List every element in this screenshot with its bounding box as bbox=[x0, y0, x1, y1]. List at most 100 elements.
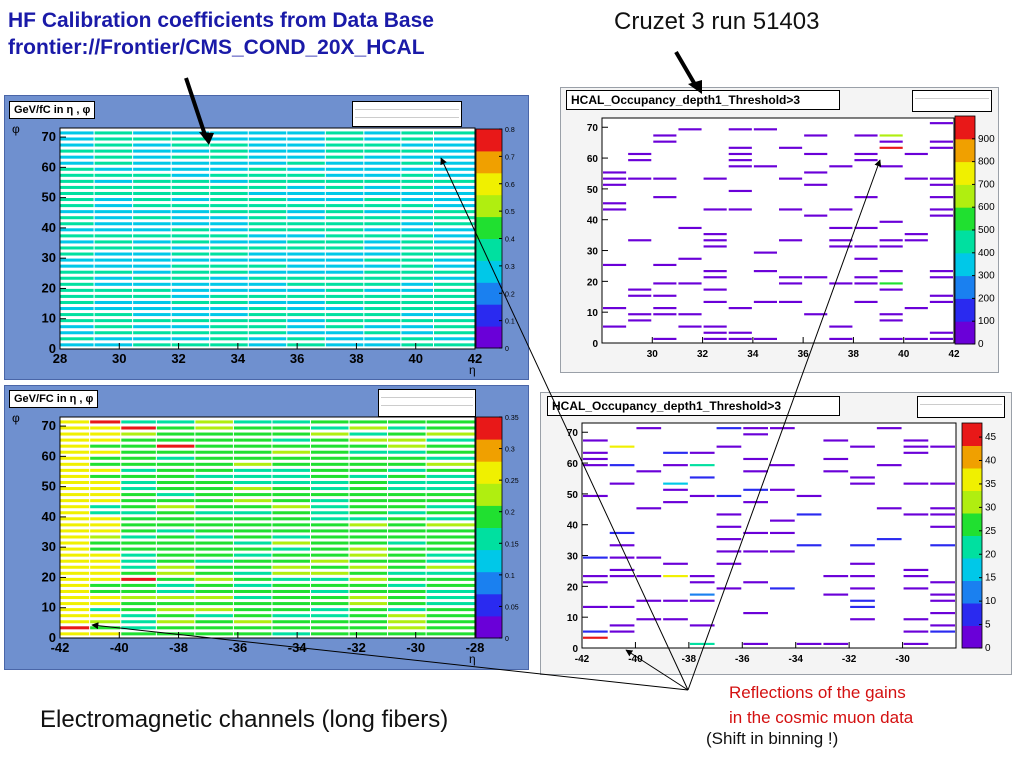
calib-negative-cell bbox=[195, 541, 233, 545]
calib-positive-cell bbox=[210, 270, 248, 274]
calib-positive-cell bbox=[364, 204, 401, 208]
calib-positive-cell bbox=[287, 313, 325, 317]
reflect-arrow-2 bbox=[687, 159, 882, 691]
calib-positive-cell bbox=[94, 288, 133, 292]
calib-negative-cell bbox=[349, 517, 388, 521]
occupancy-negative-cell bbox=[930, 525, 955, 528]
occupancy-positive-cell bbox=[753, 128, 777, 131]
occupancy-negative-frame bbox=[581, 422, 957, 649]
occupancy-negative-cell bbox=[850, 476, 875, 479]
calib-positive-cell bbox=[434, 131, 475, 135]
calib-positive-cell bbox=[210, 313, 248, 317]
calib-positive-y-tick-label: 40 bbox=[42, 220, 56, 235]
occupancy-negative-z-tick-label: 25 bbox=[985, 526, 997, 537]
occupancy-positive-z-tick-label: 0 bbox=[978, 339, 984, 350]
occupancy-positive-cell bbox=[829, 165, 853, 168]
calib-negative-cell bbox=[90, 596, 121, 600]
occupancy-positive-cell bbox=[779, 177, 803, 180]
calib-negative-cell bbox=[121, 523, 156, 527]
occupancy-positive-cell bbox=[879, 319, 903, 322]
calib-negative-cell bbox=[90, 547, 121, 551]
calib-negative-palette-bin bbox=[476, 593, 502, 606]
calib-negative-cell bbox=[121, 487, 156, 491]
calib-positive-cell bbox=[248, 131, 287, 135]
occupancy-positive-cell bbox=[753, 270, 777, 273]
calib-positive-cell bbox=[325, 179, 364, 183]
occupancy-positive-cell bbox=[603, 202, 627, 205]
calib-negative-cell bbox=[388, 577, 426, 581]
title-arrow-head bbox=[199, 132, 214, 145]
calib-positive-cell bbox=[287, 331, 325, 335]
calib-negative-cell bbox=[60, 541, 90, 545]
calib-negative-cell bbox=[233, 523, 272, 527]
calib-negative-cell bbox=[195, 589, 233, 593]
calib-negative-cell bbox=[426, 626, 475, 630]
calib-negative-cell bbox=[60, 596, 90, 600]
calib-positive-cell bbox=[60, 143, 94, 147]
calib-negative-cell bbox=[233, 529, 272, 533]
calib-positive-cell bbox=[171, 337, 210, 341]
calib-negative-cell bbox=[90, 626, 121, 630]
calib-negative-cell bbox=[195, 505, 233, 509]
occupancy-positive-cell bbox=[904, 337, 928, 340]
occupancy-negative-cell bbox=[583, 605, 608, 609]
occupancy-positive-frame-border bbox=[601, 117, 955, 344]
calib-positive-cell bbox=[248, 337, 287, 341]
calib-negative-cell bbox=[233, 589, 272, 593]
occupancy-negative-cell bbox=[716, 587, 742, 590]
calib-negative-cell bbox=[60, 468, 90, 472]
calib-negative-cell bbox=[272, 547, 310, 551]
calib-negative-cell bbox=[156, 511, 195, 515]
occupancy-positive-cell bbox=[728, 146, 752, 149]
calib-negative-z-tick-label: 0.35 bbox=[505, 415, 519, 422]
calib-positive-title: GeV/fC in η , φ bbox=[9, 101, 96, 119]
occupancy-negative-y-tick-label: 70 bbox=[567, 428, 579, 439]
occupancy-positive-cell bbox=[779, 300, 803, 304]
calib-positive-cell bbox=[325, 270, 364, 274]
calib-negative-cell bbox=[90, 450, 121, 454]
calib-positive-cell bbox=[287, 270, 325, 274]
calib-negative-cell bbox=[90, 589, 121, 593]
occupancy-positive-cell bbox=[929, 337, 953, 340]
occupancy-negative-cell bbox=[876, 507, 902, 510]
calib-negative-palette-bin bbox=[476, 472, 502, 484]
calib-negative-cell bbox=[60, 438, 90, 442]
calib-positive-cell bbox=[364, 294, 401, 298]
occupancy-negative-cell bbox=[609, 531, 635, 535]
occupancy-positive-cell bbox=[929, 300, 953, 304]
calib-positive-cell bbox=[171, 252, 210, 256]
calib-positive-cell bbox=[94, 179, 133, 183]
calib-negative-cell bbox=[60, 480, 90, 485]
calib-negative-cell bbox=[60, 577, 90, 581]
occupancy-negative-cell bbox=[903, 587, 929, 590]
calib-positive-cell bbox=[60, 173, 94, 177]
occupancy-negative-cell bbox=[930, 513, 955, 516]
occupancy-negative-cell bbox=[850, 587, 875, 590]
calib-positive-cell bbox=[325, 307, 364, 311]
calib-positive-cell bbox=[171, 161, 210, 165]
calib-negative-cell bbox=[426, 511, 475, 515]
calib-negative-cell bbox=[426, 505, 475, 509]
occupancy-negative-cell bbox=[743, 470, 768, 473]
occupancy-negative-cell bbox=[636, 470, 662, 473]
occupancy-positive-cell bbox=[703, 325, 727, 328]
calib-negative-cell bbox=[310, 608, 349, 612]
occupancy-negative-cell bbox=[930, 612, 955, 615]
calib-positive-cell bbox=[94, 270, 133, 274]
calib-positive-cell bbox=[60, 191, 94, 196]
occupancy-negative-cell bbox=[850, 605, 875, 609]
occupancy-negative-cell bbox=[743, 550, 768, 553]
calib-negative-cell bbox=[60, 553, 90, 557]
occupancy-positive-z-tick-label: 600 bbox=[978, 202, 995, 213]
calib-positive-cell bbox=[401, 325, 433, 329]
reflect-arrow-4 bbox=[625, 649, 689, 691]
calib-positive-cell bbox=[401, 294, 433, 298]
reflect-arrow-1 bbox=[440, 157, 689, 691]
calib-negative-cell bbox=[121, 420, 156, 424]
calib-negative-cell bbox=[195, 571, 233, 575]
calib-negative-cell bbox=[195, 426, 233, 430]
calib-positive-cell bbox=[60, 307, 94, 311]
calib-positive-cell bbox=[287, 222, 325, 226]
calib-negative-cell bbox=[426, 596, 475, 600]
occupancy-positive-palette-bin bbox=[955, 321, 975, 334]
